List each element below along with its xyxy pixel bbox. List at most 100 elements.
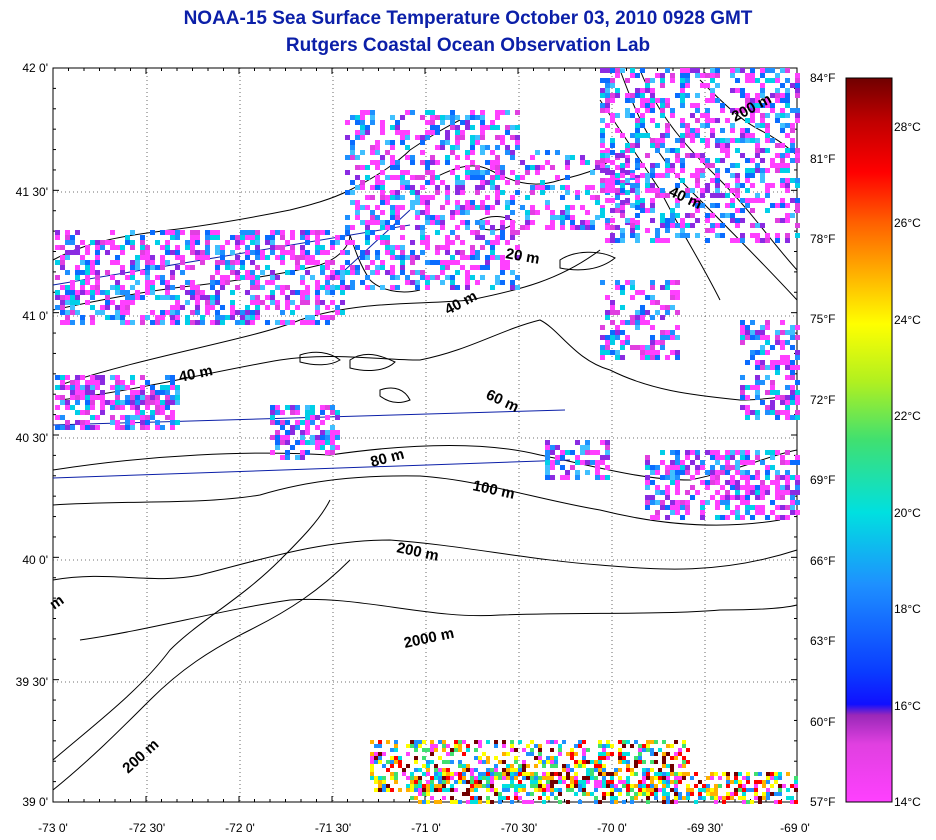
sst-pixel xyxy=(558,744,562,748)
sst-pixel xyxy=(445,160,450,165)
sst-pixel xyxy=(90,385,95,390)
sst-pixel xyxy=(754,772,758,776)
sst-pixel xyxy=(725,500,730,505)
sst-pixel xyxy=(775,515,780,520)
sst-pixel xyxy=(398,764,402,768)
sst-pixel xyxy=(660,238,665,243)
sst-pixel xyxy=(550,788,554,792)
sst-pixel xyxy=(410,280,415,285)
sst-pixel xyxy=(378,756,382,760)
sst-pixel xyxy=(575,440,580,445)
sst-pixel xyxy=(120,425,125,430)
sst-pixel xyxy=(495,170,500,175)
sst-pixel xyxy=(395,205,400,210)
sst-pixel xyxy=(730,485,735,490)
sst-pixel xyxy=(660,223,665,228)
sst-pixel xyxy=(245,305,250,310)
sst-pixel xyxy=(530,185,535,190)
contour-60m xyxy=(59,319,798,401)
sst-pixel xyxy=(630,285,635,290)
sst-pixel xyxy=(215,270,220,275)
sst-pixel xyxy=(486,776,490,780)
sst-pixel xyxy=(420,150,425,155)
sst-pixel xyxy=(486,784,490,788)
sst-pixel xyxy=(580,205,585,210)
sst-pixel xyxy=(130,390,135,395)
sst-pixel xyxy=(665,505,670,510)
sst-pixel xyxy=(790,345,795,350)
sst-pixel xyxy=(480,245,485,250)
sst-pixel xyxy=(794,776,798,780)
sst-pixel xyxy=(400,225,405,230)
sst-pixel xyxy=(678,752,682,756)
contour-100m xyxy=(52,475,781,526)
sst-pixel xyxy=(145,245,150,250)
sst-pixel xyxy=(495,200,500,205)
sst-pixel xyxy=(618,780,622,784)
sst-pixel xyxy=(700,193,705,198)
sst-pixel xyxy=(530,784,534,788)
sst-pixel xyxy=(450,280,455,285)
sst-pixel xyxy=(665,470,670,475)
sst-pixel xyxy=(602,772,606,776)
sst-pixel xyxy=(478,784,482,788)
sst-pixel xyxy=(662,800,666,804)
sst-pixel xyxy=(518,788,522,792)
sst-pixel xyxy=(315,295,320,300)
sst-pixel xyxy=(750,410,755,415)
sst-pixel xyxy=(606,792,610,796)
sst-pixel xyxy=(680,465,685,470)
sst-pixel xyxy=(466,768,470,772)
sst-pixel xyxy=(698,792,702,796)
sst-pixel xyxy=(270,230,275,235)
sst-pixel xyxy=(305,290,310,295)
sst-pixel xyxy=(455,130,460,135)
sst-pixel xyxy=(630,772,634,776)
sst-pixel xyxy=(390,756,394,760)
sst-pixel xyxy=(750,355,755,360)
sst-pixel xyxy=(360,150,365,155)
sst-pixel xyxy=(620,173,625,178)
sst-pixel xyxy=(466,792,470,796)
sst-pixel xyxy=(614,796,618,800)
sst-pixel xyxy=(610,83,615,88)
sst-pixel xyxy=(540,190,545,195)
sst-pixel xyxy=(355,165,360,170)
sst-pixel xyxy=(675,460,680,465)
sst-pixel xyxy=(790,784,794,788)
sst-pixel xyxy=(660,505,665,510)
sst-pixel xyxy=(280,435,285,440)
sst-pixel xyxy=(510,800,514,804)
sst-pixel xyxy=(365,175,370,180)
sst-pixel xyxy=(85,420,90,425)
sst-pixel xyxy=(70,310,75,315)
sst-pixel xyxy=(120,385,125,390)
sst-pixel xyxy=(705,108,710,113)
sst-pixel xyxy=(775,73,780,78)
sst-pixel xyxy=(462,792,466,796)
sst-pixel xyxy=(680,218,685,223)
sst-pixel xyxy=(626,740,630,744)
sst-pixel xyxy=(160,385,165,390)
sst-pixel xyxy=(455,225,460,230)
sst-pixel xyxy=(235,255,240,260)
sst-pixel xyxy=(730,173,735,178)
sst-pixel xyxy=(275,245,280,250)
sst-pixel xyxy=(385,225,390,230)
sst-pixel xyxy=(145,260,150,265)
sst-pixel xyxy=(755,475,760,480)
sst-pixel xyxy=(220,285,225,290)
sst-pixel xyxy=(470,115,475,120)
sst-pixel xyxy=(755,108,760,113)
sst-pixel xyxy=(630,183,635,188)
sst-pixel xyxy=(418,788,422,792)
sst-pixel xyxy=(785,450,790,455)
sst-pixel xyxy=(80,410,85,415)
sst-pixel xyxy=(665,148,670,153)
sst-pixel xyxy=(695,128,700,133)
sst-pixel xyxy=(565,450,570,455)
sst-pixel xyxy=(495,255,500,260)
sst-pixel xyxy=(530,220,535,225)
sst-pixel xyxy=(506,788,510,792)
sst-pixel xyxy=(80,280,85,285)
